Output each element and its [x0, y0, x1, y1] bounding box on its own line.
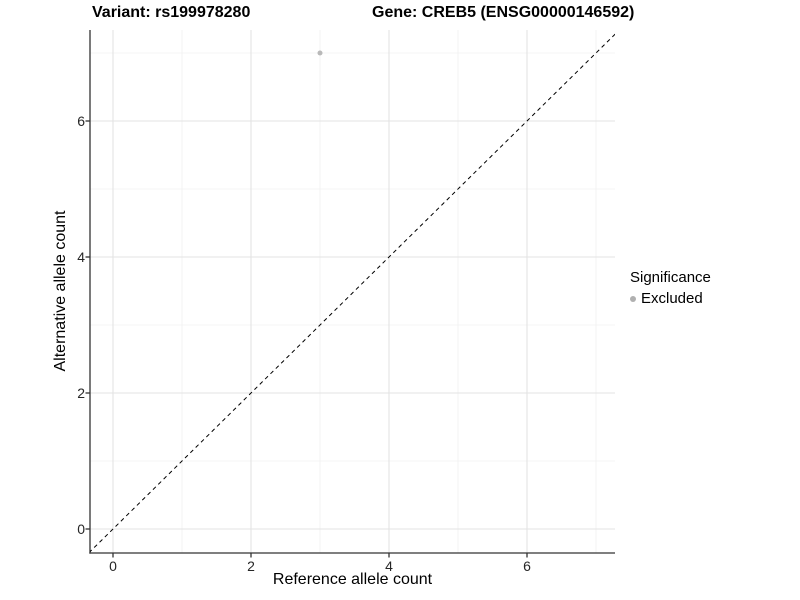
legend-title: Significance [630, 269, 711, 286]
identity-line [90, 33, 615, 553]
y-tick-label: 4 [77, 249, 85, 265]
variant-title: Variant: rs199978280 [92, 4, 251, 21]
data-point [317, 50, 323, 56]
y-tick-label: 6 [77, 113, 85, 129]
x-tick-label: 6 [523, 558, 531, 574]
excluded-point-marker [630, 295, 636, 302]
legend-item-label: Excluded [641, 290, 703, 307]
x-tick-label: 2 [247, 558, 255, 574]
y-axis-title: Alternative allele count [52, 210, 69, 372]
legend: Significance Excluded [630, 269, 711, 307]
x-tick-label: 0 [109, 558, 117, 574]
y-tick-label: 0 [77, 521, 85, 537]
x-axis-title: Reference allele count [272, 571, 433, 588]
x-tick-label: 4 [385, 558, 393, 574]
gene-title: Gene: CREB5 (ENSG00000146592) [372, 4, 635, 21]
y-tick-label: 2 [77, 385, 85, 401]
legend-item-excluded: Excluded [630, 290, 711, 307]
